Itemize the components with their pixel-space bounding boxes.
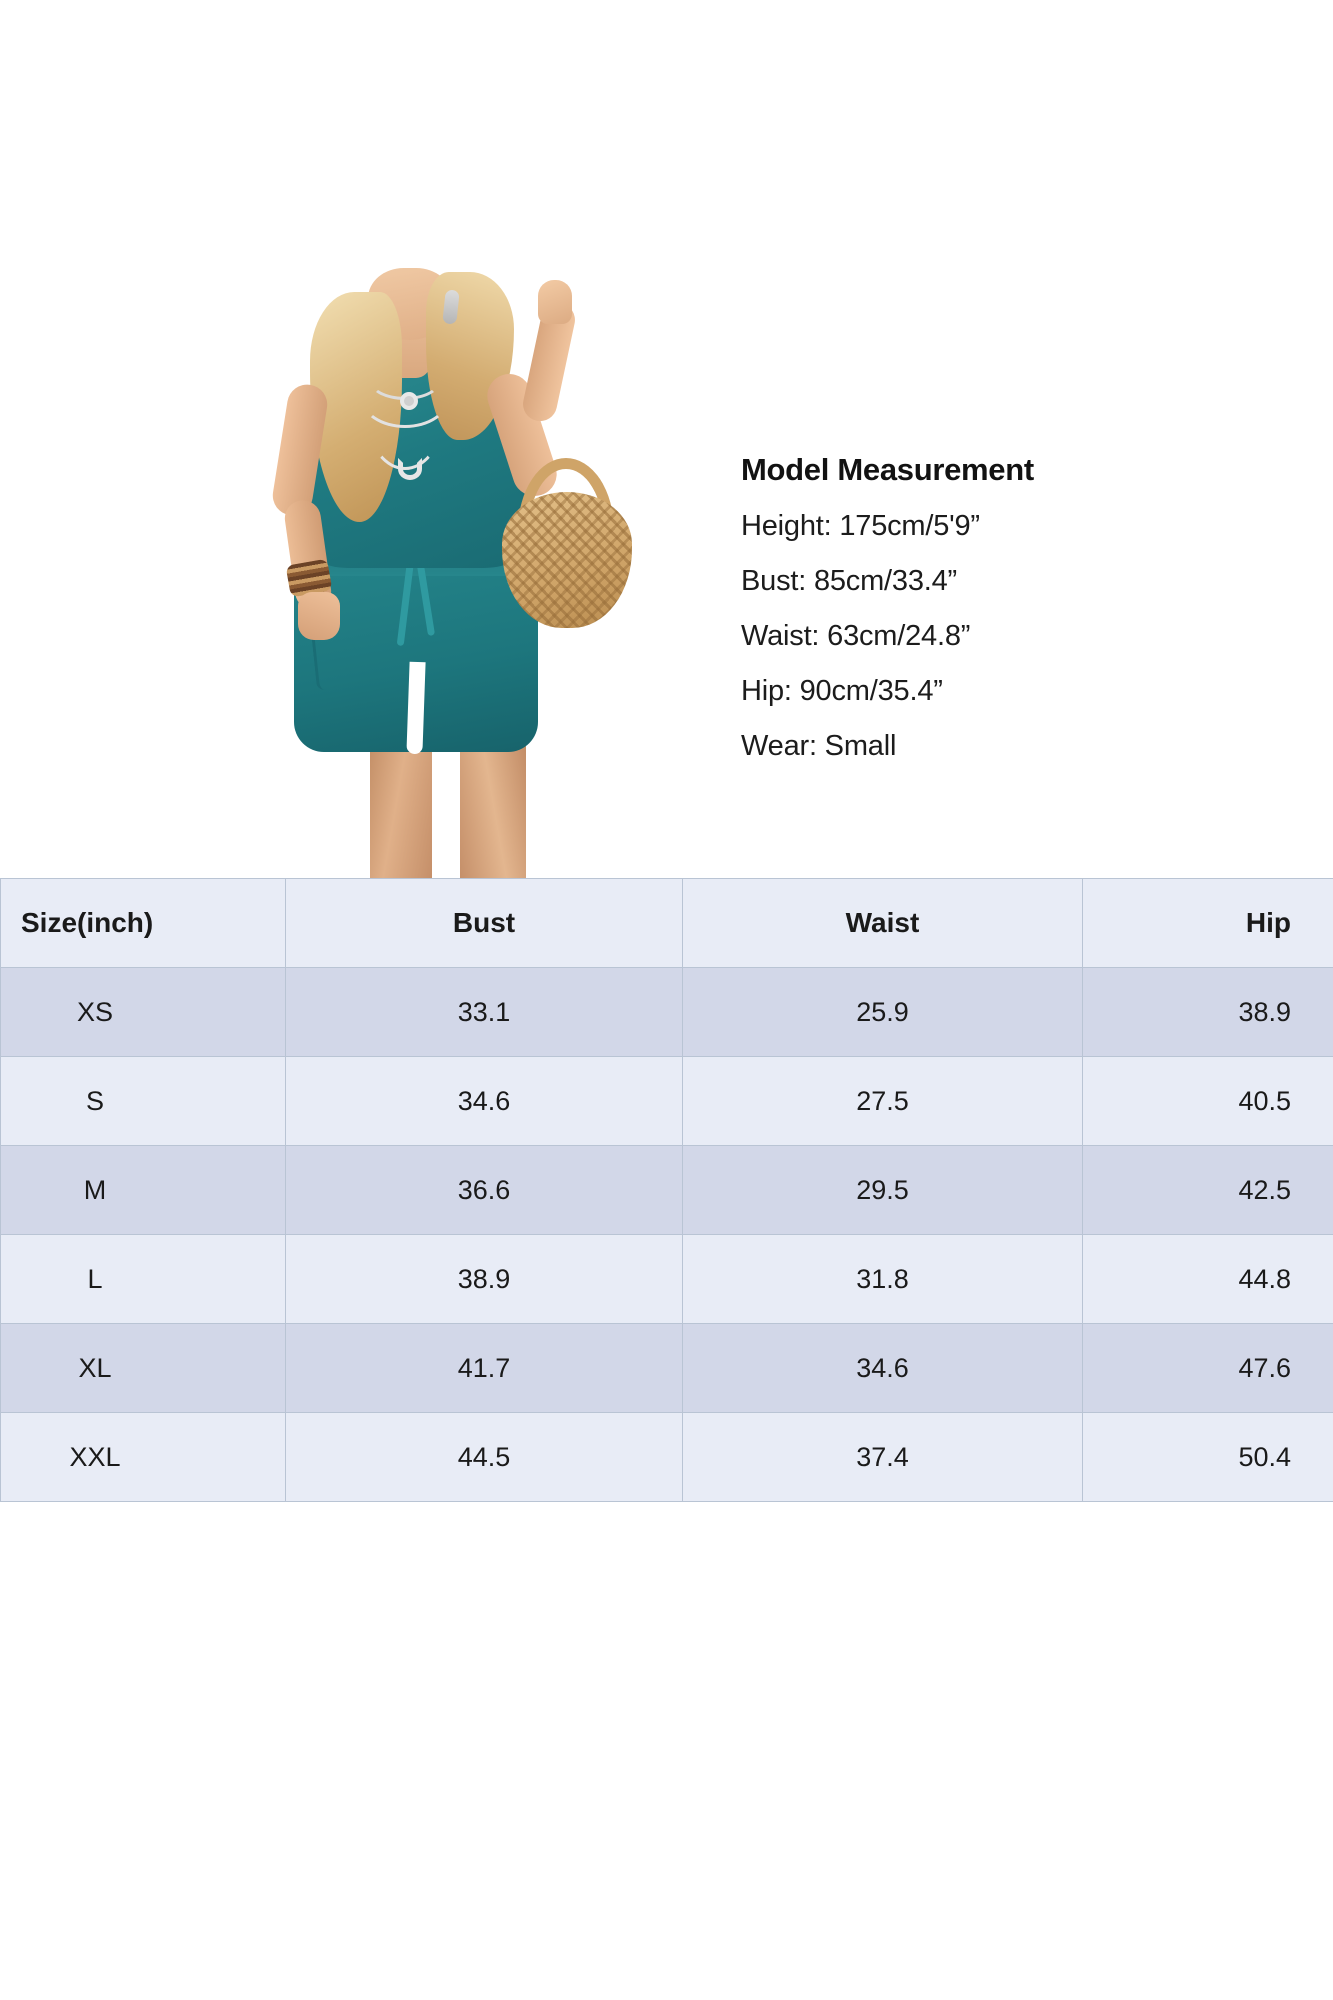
- cell-waist: 34.6: [682, 1323, 1083, 1413]
- table-row: XXL 44.5 37.4 50.4: [0, 1412, 1333, 1502]
- cell-size: XL: [0, 1323, 286, 1413]
- cell-waist: 29.5: [682, 1145, 1083, 1235]
- table-row: L 38.9 31.8 44.8: [0, 1234, 1333, 1324]
- table-row: S 34.6 27.5 40.5: [0, 1056, 1333, 1146]
- cell-bust: 36.6: [285, 1145, 683, 1235]
- column-header-size: Size(inch): [0, 878, 286, 968]
- cell-hip: 42.5: [1082, 1145, 1333, 1235]
- straw-bag: [502, 492, 632, 628]
- cell-bust: 34.6: [285, 1056, 683, 1146]
- column-header-bust: Bust: [285, 878, 683, 968]
- model-hip-line: Hip: 90cm/35.4”: [741, 675, 943, 707]
- cell-hip: 47.6: [1082, 1323, 1333, 1413]
- table-row: XL 41.7 34.6 47.6: [0, 1323, 1333, 1413]
- model-left-hand: [298, 592, 340, 640]
- pendant-crescent: [398, 458, 422, 480]
- model-right-hand: [538, 280, 572, 324]
- cell-size: XXL: [0, 1412, 286, 1502]
- model-waist-line: Waist: 63cm/24.8”: [741, 620, 971, 652]
- size-table-body: XS 33.1 25.9 38.9 S 34.6 27.5 40.5 M 36.…: [0, 967, 1333, 1502]
- cell-hip: 44.8: [1082, 1234, 1333, 1324]
- model-wear-line: Wear: Small: [741, 730, 897, 762]
- cell-waist: 27.5: [682, 1056, 1083, 1146]
- cell-waist: 37.4: [682, 1412, 1083, 1502]
- model-photo: [250, 262, 670, 878]
- necklace-long: [368, 374, 442, 470]
- table-row: M 36.6 29.5 42.5: [0, 1145, 1333, 1235]
- product-hero-section: Model Measurement Height: 175cm/5'9” Bus…: [0, 0, 1333, 878]
- column-header-waist: Waist: [682, 878, 1083, 968]
- cell-bust: 44.5: [285, 1412, 683, 1502]
- cell-bust: 41.7: [285, 1323, 683, 1413]
- column-header-hip: Hip: [1082, 878, 1333, 968]
- cell-bust: 33.1: [285, 967, 683, 1057]
- cell-size: L: [0, 1234, 286, 1324]
- size-table-header: Size(inch) Bust Waist Hip: [0, 878, 1333, 968]
- cell-waist: 31.8: [682, 1234, 1083, 1324]
- model-height-line: Height: 175cm/5'9”: [741, 510, 980, 542]
- cell-hip: 50.4: [1082, 1412, 1333, 1502]
- table-row: XS 33.1 25.9 38.9: [0, 967, 1333, 1057]
- cell-size: XS: [0, 967, 286, 1057]
- table-header-row: Size(inch) Bust Waist Hip: [0, 878, 1333, 968]
- shorts-center-split: [406, 661, 426, 755]
- cell-size: S: [0, 1056, 286, 1146]
- cell-bust: 38.9: [285, 1234, 683, 1324]
- size-chart-table: Size(inch) Bust Waist Hip XS 33.1 25.9 3…: [0, 878, 1333, 1502]
- model-measurement-block: Model Measurement Height: 175cm/5'9” Bus…: [741, 452, 1034, 763]
- model-bust-line: Bust: 85cm/33.4”: [741, 565, 958, 597]
- pendant-round: [400, 392, 418, 410]
- model-measurement-title: Model Measurement: [741, 452, 1034, 487]
- cell-size: M: [0, 1145, 286, 1235]
- cell-hip: 38.9: [1082, 967, 1333, 1057]
- cell-waist: 25.9: [682, 967, 1083, 1057]
- cell-hip: 40.5: [1082, 1056, 1333, 1146]
